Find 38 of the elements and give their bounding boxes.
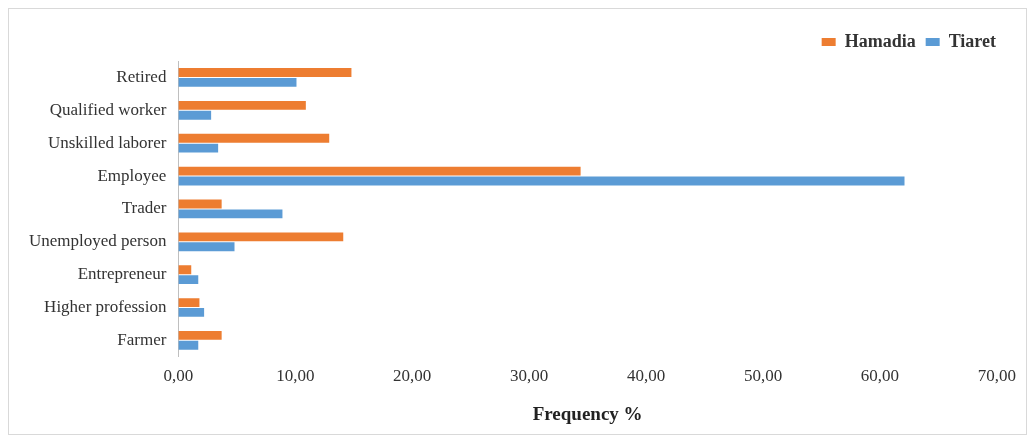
y-tick-label: Unskilled laborer — [47, 132, 167, 152]
x-tick-label: 60,00 — [860, 366, 900, 386]
bar — [178, 199, 222, 209]
bar — [178, 68, 352, 77]
x-tick-label: 20,00 — [393, 366, 432, 386]
bar — [178, 331, 222, 340]
legend-label: Hamadia — [844, 30, 916, 51]
y-tick-label: Higher profession — [44, 296, 167, 316]
bar — [178, 133, 330, 143]
bar — [178, 166, 581, 176]
bar — [178, 232, 344, 242]
y-tick-label: Trader — [121, 198, 167, 218]
x-tick-label: 70,00 — [977, 366, 1016, 386]
bar — [178, 275, 199, 284]
y-tick-label: Farmer — [117, 329, 167, 349]
y-tick-label: Retired — [116, 66, 167, 86]
bar — [178, 110, 212, 120]
x-tick-label: 50,00 — [743, 366, 783, 386]
y-tick-label: Qualified worker — [49, 99, 167, 119]
bar — [178, 340, 199, 350]
x-tick-label: 0,00 — [163, 366, 194, 386]
x-tick-label: 30,00 — [510, 366, 549, 386]
bar — [178, 143, 219, 153]
bar — [178, 209, 283, 219]
bar — [178, 77, 297, 87]
y-tick-label: Unemployed person — [29, 231, 167, 251]
bar — [178, 176, 905, 186]
x-axis-title: Frequency % — [532, 402, 643, 424]
y-tick-label: Employee — [97, 165, 167, 185]
x-tick-label: 10,00 — [276, 366, 315, 386]
bar — [178, 242, 235, 252]
bar — [178, 298, 200, 308]
y-tick-label: Entrepreneur — [77, 264, 167, 284]
bar — [178, 100, 306, 110]
bar — [178, 307, 205, 317]
bar — [178, 265, 192, 275]
legend-label: Tiaret — [948, 30, 997, 51]
x-tick-label: 40,00 — [626, 366, 666, 386]
